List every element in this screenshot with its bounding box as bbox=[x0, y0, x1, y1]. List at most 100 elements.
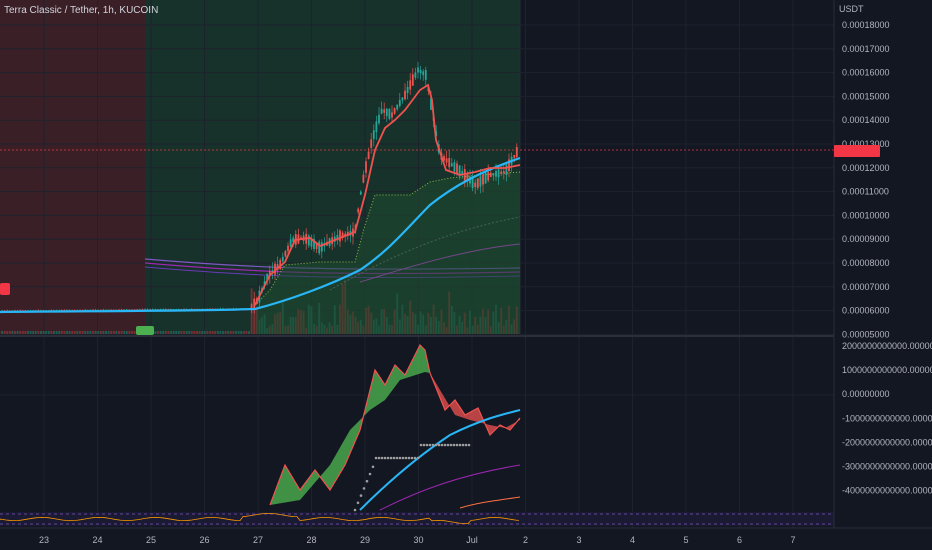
candle-body bbox=[505, 164, 508, 176]
candle-body bbox=[492, 173, 495, 176]
osc-dot bbox=[353, 508, 357, 512]
volume-bar bbox=[19, 331, 22, 334]
volume-bar bbox=[110, 331, 113, 334]
volume-bar bbox=[47, 331, 50, 334]
volume-bar bbox=[203, 331, 206, 334]
volume-bar bbox=[157, 331, 159, 334]
volume-bar bbox=[183, 331, 185, 334]
alert-marker[interactable] bbox=[0, 283, 10, 295]
time-tick-label: 23 bbox=[39, 535, 49, 545]
rsi-line bbox=[0, 513, 520, 524]
osc-dot bbox=[395, 456, 399, 460]
candle-body bbox=[378, 114, 380, 124]
volume-bar bbox=[50, 331, 53, 334]
rsi-band bbox=[0, 512, 834, 526]
candle-body bbox=[453, 162, 456, 172]
price-tick-label: 0.00016000 bbox=[842, 68, 890, 78]
volume-bar bbox=[240, 331, 243, 334]
candle-body bbox=[409, 80, 412, 90]
volume-bar bbox=[164, 331, 167, 334]
volume-bar bbox=[229, 331, 232, 334]
osc-dot bbox=[380, 456, 384, 460]
candle-body bbox=[396, 104, 399, 110]
price-tick-label: 0.00009000 bbox=[842, 234, 890, 244]
candle-body bbox=[484, 172, 487, 184]
volume-bar bbox=[196, 331, 198, 334]
candle-body bbox=[393, 108, 396, 114]
candle-body bbox=[500, 171, 503, 174]
volume-bar bbox=[118, 331, 120, 334]
oscillator-axis[interactable]: 2000000000000.00000000 1000000000000.0000… bbox=[842, 341, 932, 496]
candle-body bbox=[367, 151, 370, 159]
volume-bar bbox=[32, 331, 35, 334]
candle-body bbox=[448, 158, 451, 168]
volume-bar bbox=[73, 331, 76, 334]
time-axis[interactable]: 23 24 25 26 27 28 29 30 Jul 2 3 4 5 6 7 bbox=[39, 535, 796, 545]
price-tick-label: 0.00011000 bbox=[842, 187, 889, 197]
osc-dot bbox=[392, 456, 396, 460]
candle-body bbox=[375, 121, 378, 133]
candle-body bbox=[253, 298, 256, 310]
osc-dot bbox=[386, 456, 390, 460]
candle-body bbox=[404, 90, 406, 100]
volume-bar bbox=[120, 331, 123, 334]
candle-body bbox=[268, 270, 271, 277]
candle-body bbox=[515, 147, 518, 158]
osc-dot bbox=[458, 443, 462, 447]
candle-body bbox=[276, 264, 279, 270]
time-tick-label: 25 bbox=[146, 535, 156, 545]
osc-dots bbox=[353, 443, 471, 512]
candle-body bbox=[417, 67, 419, 73]
candle-body bbox=[307, 235, 310, 246]
osc-dot bbox=[449, 443, 453, 447]
candle-body bbox=[482, 174, 484, 185]
osc-tick-label: 1000000000000.00000000 bbox=[842, 365, 932, 375]
candle-body bbox=[422, 71, 425, 76]
symbol-title[interactable]: Terra Classic / Tether, 1h, KUCOIN bbox=[4, 5, 159, 16]
currency-unit: USDT bbox=[839, 4, 864, 14]
candle-body bbox=[456, 163, 458, 175]
volume-bar bbox=[214, 331, 217, 334]
volume-bar bbox=[92, 331, 94, 334]
volume-bar bbox=[89, 331, 92, 334]
osc-dot bbox=[461, 443, 465, 447]
candle-body bbox=[391, 112, 393, 118]
candle-body bbox=[313, 239, 315, 249]
candle-body bbox=[424, 69, 427, 80]
volume-bar bbox=[102, 331, 105, 334]
price-tick-label: 0.00014000 bbox=[842, 115, 890, 125]
volume-bar bbox=[58, 331, 61, 334]
volume-bar bbox=[97, 331, 100, 334]
volume-bar bbox=[245, 331, 248, 334]
last-price-tag bbox=[834, 145, 880, 157]
candle-body bbox=[508, 159, 510, 172]
time-tick-label: 5 bbox=[683, 535, 688, 545]
volume-bar bbox=[188, 331, 191, 334]
volume-bar bbox=[172, 331, 175, 334]
volume-bar bbox=[99, 331, 102, 334]
volume-bar bbox=[55, 331, 58, 334]
volume-bar bbox=[224, 331, 227, 334]
candle-body bbox=[323, 244, 326, 247]
osc-tick-label: -4000000000000.00000000 bbox=[842, 486, 932, 496]
time-tick-label: 4 bbox=[630, 535, 635, 545]
candle-body bbox=[318, 241, 321, 254]
volume-bar bbox=[115, 331, 118, 334]
volume-bar bbox=[206, 331, 209, 334]
price-tick-label: 0.00012000 bbox=[842, 163, 890, 173]
candle-body bbox=[341, 232, 344, 239]
price-axis[interactable]: 0.00018000 0.00017000 0.00016000 0.00015000… bbox=[842, 20, 890, 339]
oscillator-pane bbox=[0, 343, 834, 512]
osc-dot bbox=[377, 456, 381, 460]
osc-dot bbox=[401, 456, 405, 460]
candle-body bbox=[372, 130, 375, 139]
osc-dot bbox=[389, 456, 393, 460]
osc-dot bbox=[422, 443, 426, 447]
time-tick-label: 27 bbox=[253, 535, 263, 545]
price-tick-label: 0.00008000 bbox=[842, 258, 890, 268]
osc-dot bbox=[425, 443, 429, 447]
candle-body bbox=[471, 176, 474, 189]
volume-bar bbox=[201, 331, 204, 334]
volume-bar bbox=[3, 331, 6, 334]
